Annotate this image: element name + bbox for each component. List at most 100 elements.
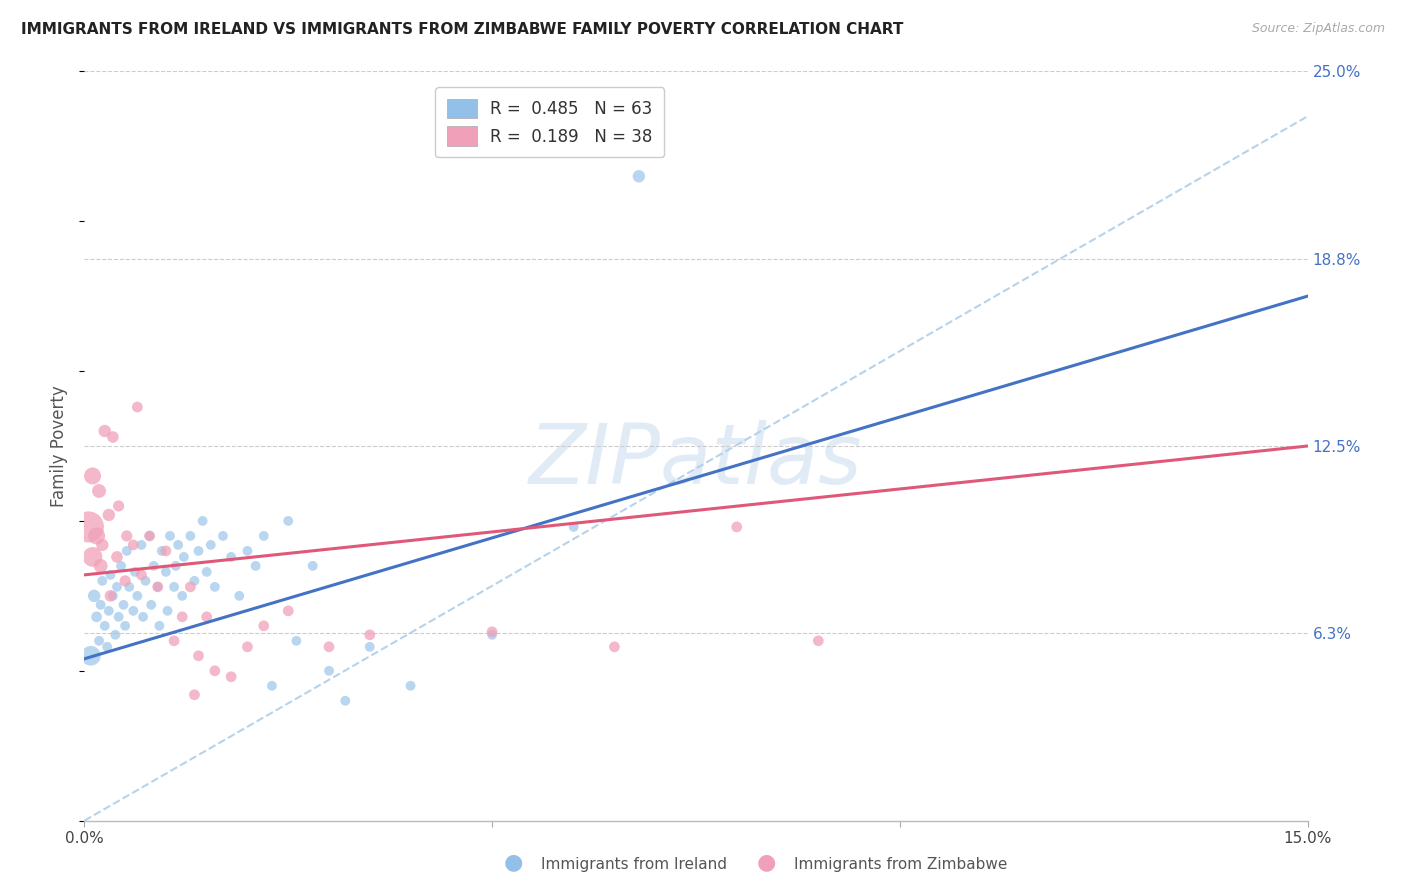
- Point: [87, 633, 110, 648]
- Point: [200, 538, 222, 552]
- Point: [93, 619, 115, 633]
- Point: [481, 624, 503, 639]
- Point: [183, 574, 205, 588]
- Point: [90, 558, 112, 573]
- Point: [627, 169, 650, 184]
- Point: [172, 610, 194, 624]
- Point: [115, 529, 138, 543]
- Point: [86, 610, 108, 624]
- Text: ZIPatlas: ZIPatlas: [529, 420, 863, 501]
- Point: [219, 670, 242, 684]
- Point: [127, 400, 149, 414]
- Point: [318, 640, 340, 654]
- Point: [90, 598, 112, 612]
- Y-axis label: Family Poverty: Family Poverty: [51, 385, 69, 507]
- Point: [179, 529, 201, 543]
- Text: IMMIGRANTS FROM IRELAND VS IMMIGRANTS FROM ZIMBABWE FAMILY POVERTY CORRELATION C: IMMIGRANTS FROM IRELAND VS IMMIGRANTS FR…: [21, 22, 904, 37]
- Point: [277, 514, 299, 528]
- Point: [105, 580, 128, 594]
- Point: [359, 640, 381, 654]
- Point: [146, 580, 169, 594]
- Point: [82, 469, 104, 483]
- Point: [82, 549, 104, 564]
- Point: [195, 610, 218, 624]
- Point: [219, 549, 242, 564]
- Point: [112, 598, 135, 612]
- Point: [146, 580, 169, 594]
- Point: [204, 664, 226, 678]
- Point: [138, 529, 160, 543]
- Point: [725, 520, 748, 534]
- Point: [159, 529, 181, 543]
- Point: [318, 664, 340, 678]
- Point: [359, 628, 381, 642]
- Point: [562, 520, 585, 534]
- Legend: R =  0.485   N = 63, R =  0.189   N = 38: R = 0.485 N = 63, R = 0.189 N = 38: [436, 87, 664, 157]
- Point: [172, 589, 194, 603]
- Point: [96, 640, 118, 654]
- Point: [335, 694, 357, 708]
- Point: [228, 589, 250, 603]
- Point: [87, 483, 110, 498]
- Point: [105, 549, 128, 564]
- Point: [101, 430, 124, 444]
- Point: [155, 565, 177, 579]
- Point: [167, 538, 190, 552]
- Point: [277, 604, 299, 618]
- Point: [204, 580, 226, 594]
- Point: [173, 549, 195, 564]
- Text: Immigrants from Ireland: Immigrants from Ireland: [541, 857, 727, 872]
- Point: [156, 604, 179, 618]
- Point: [127, 589, 149, 603]
- Point: [91, 574, 114, 588]
- Point: [104, 628, 127, 642]
- Point: [107, 499, 129, 513]
- Point: [148, 619, 170, 633]
- Point: [132, 610, 155, 624]
- Point: [114, 574, 136, 588]
- Point: [141, 598, 163, 612]
- Point: [114, 619, 136, 633]
- Point: [77, 520, 100, 534]
- Point: [163, 580, 186, 594]
- Point: [183, 688, 205, 702]
- Point: [131, 567, 153, 582]
- Point: [86, 529, 108, 543]
- Point: [236, 640, 259, 654]
- Point: [191, 514, 214, 528]
- Point: [165, 558, 187, 573]
- Point: [253, 529, 276, 543]
- Point: [187, 544, 209, 558]
- Point: [399, 679, 422, 693]
- Point: [124, 565, 146, 579]
- Point: [101, 589, 124, 603]
- Point: [260, 679, 283, 693]
- Point: [481, 628, 503, 642]
- Point: [179, 580, 201, 594]
- Point: [236, 544, 259, 558]
- Point: [155, 544, 177, 558]
- Point: [142, 558, 165, 573]
- Point: [80, 648, 103, 663]
- Point: [807, 633, 830, 648]
- Point: [245, 558, 267, 573]
- Point: [131, 538, 153, 552]
- Text: Source: ZipAtlas.com: Source: ZipAtlas.com: [1251, 22, 1385, 36]
- Point: [118, 580, 141, 594]
- Point: [91, 538, 114, 552]
- Point: [135, 574, 157, 588]
- Point: [115, 544, 138, 558]
- Point: [122, 604, 145, 618]
- Point: [285, 633, 308, 648]
- Point: [163, 633, 186, 648]
- Point: [603, 640, 626, 654]
- Point: [100, 567, 122, 582]
- Text: ●: ●: [503, 853, 523, 872]
- Point: [97, 604, 120, 618]
- Point: [195, 565, 218, 579]
- Point: [122, 538, 145, 552]
- Point: [93, 424, 115, 438]
- Text: Immigrants from Zimbabwe: Immigrants from Zimbabwe: [794, 857, 1008, 872]
- Point: [253, 619, 276, 633]
- Point: [138, 529, 160, 543]
